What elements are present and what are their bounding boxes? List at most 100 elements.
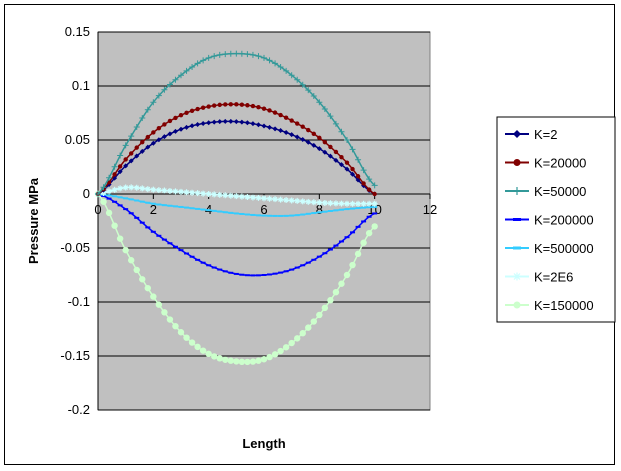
data-point: [244, 51, 251, 58]
legend-label: K=50000: [534, 184, 586, 199]
data-point: [310, 318, 317, 325]
data-point: [327, 200, 334, 207]
legend-marker: [513, 301, 521, 309]
data-point: [294, 335, 301, 342]
series-k-2: [95, 118, 378, 197]
data-point: [316, 146, 322, 152]
data-point: [349, 200, 356, 207]
x-tick-label: 12: [423, 202, 437, 217]
y-tick-label: 0.15: [65, 24, 90, 39]
data-point: [172, 188, 179, 195]
data-point: [228, 118, 234, 124]
data-point: [272, 110, 278, 115]
legend-item: K=20000: [505, 156, 586, 171]
x-tick-label: 2: [150, 202, 157, 217]
data-point: [361, 181, 366, 186]
data-point: [339, 154, 344, 160]
series-k-20000: [95, 102, 377, 197]
data-point: [233, 119, 239, 125]
data-point: [95, 191, 101, 197]
legend: K=2 K=20000 K=50000 K=200000 K=500000 K=2E6 K=…: [496, 116, 616, 323]
data-point: [299, 330, 306, 337]
data-point: [167, 118, 173, 124]
data-point: [344, 166, 350, 172]
data-point: [134, 153, 140, 159]
data-point: [311, 142, 317, 148]
data-point: [139, 276, 146, 283]
data-point: [344, 137, 350, 143]
data-point: [354, 250, 362, 258]
data-point: [122, 142, 129, 149]
data-point: [289, 118, 294, 123]
data-point: [350, 166, 355, 172]
data-point: [128, 257, 135, 264]
data-point: [151, 130, 156, 135]
data-point: [306, 127, 311, 133]
data-point: [173, 115, 178, 121]
data-point: [166, 187, 173, 194]
data-point: [116, 235, 124, 242]
x-tick-label: 6: [260, 202, 267, 217]
data-point: [166, 316, 174, 323]
data-point: [156, 126, 162, 131]
data-point: [111, 186, 118, 193]
data-point: [327, 113, 334, 120]
data-point: [206, 120, 212, 126]
data-point: [249, 51, 256, 58]
legend-marker: [513, 130, 521, 138]
data-point: [365, 229, 373, 237]
data-point: [321, 304, 329, 312]
data-point: [343, 271, 351, 279]
series-group: [94, 50, 378, 366]
data-point: [305, 139, 311, 145]
data-point: [250, 121, 256, 127]
data-point: [272, 126, 278, 132]
data-point: [255, 357, 262, 364]
data-point: [277, 196, 284, 203]
data-point: [238, 50, 245, 57]
data-point: [150, 99, 157, 106]
data-point: [227, 357, 234, 364]
data-point: [317, 135, 322, 141]
data-point: [161, 309, 168, 316]
legend-item: K=2: [505, 127, 558, 142]
data-point: [238, 193, 245, 200]
data-point: [355, 174, 361, 179]
data-point: [288, 197, 295, 204]
data-point: [261, 106, 267, 111]
data-point: [277, 63, 284, 70]
data-point: [217, 119, 223, 125]
data-point: [111, 163, 118, 170]
data-point: [216, 51, 223, 58]
data-point: [222, 356, 229, 363]
data-point: [150, 140, 156, 146]
data-point: [349, 261, 356, 269]
data-point: [272, 196, 279, 203]
data-point: [333, 149, 339, 155]
data-point: [189, 108, 195, 113]
data-point: [338, 128, 345, 135]
data-point: [366, 200, 373, 207]
data-point: [144, 106, 151, 113]
data-point: [172, 322, 179, 330]
data-point: [117, 169, 123, 175]
data-point: [117, 185, 124, 192]
data-point: [222, 192, 229, 199]
data-point: [178, 126, 184, 132]
data-point: [289, 132, 295, 138]
data-point: [205, 350, 212, 358]
data-point: [195, 106, 200, 112]
data-point: [316, 99, 323, 106]
data-point: [183, 189, 190, 196]
data-point: [288, 339, 295, 347]
data-point: [145, 134, 150, 140]
legend-item: K=200000: [505, 213, 594, 228]
data-point: [106, 188, 113, 195]
data-point: [239, 119, 245, 125]
data-point: [322, 149, 328, 155]
y-tick-label: -0.1: [68, 294, 90, 309]
data-point: [233, 193, 240, 200]
legend-label: K=2E6: [534, 270, 573, 285]
data-point: [371, 223, 378, 230]
data-point: [184, 110, 189, 115]
